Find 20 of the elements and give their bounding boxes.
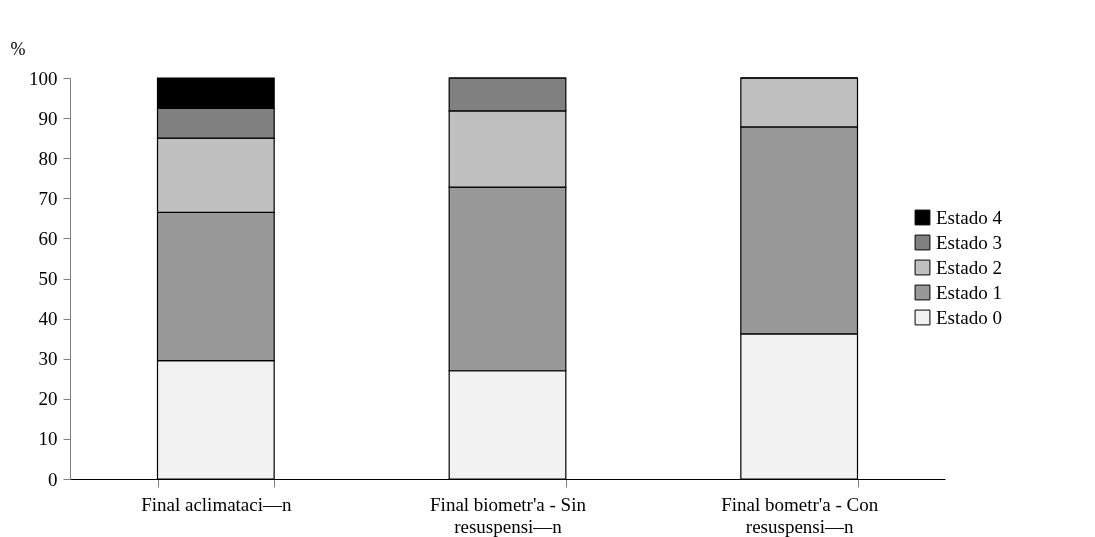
x-tick-label: Final biometr'a - Sin resuspensi—n bbox=[430, 493, 587, 537]
y-tick-label: 20 bbox=[38, 388, 58, 410]
y-axis-title: % bbox=[10, 38, 26, 59]
legend-label: Estado 3 bbox=[936, 231, 1002, 253]
y-tick-label: 80 bbox=[38, 147, 58, 169]
y-tick-label: 0 bbox=[48, 468, 58, 490]
y-tick-label: 40 bbox=[38, 308, 58, 330]
legend-label: Estado 4 bbox=[936, 206, 1003, 228]
y-tick-label: 60 bbox=[38, 227, 58, 249]
legend-label: Estado 2 bbox=[936, 256, 1002, 278]
legend-label: Estado 0 bbox=[936, 306, 1002, 328]
y-tick-label: 100 bbox=[29, 67, 58, 89]
legend-label: Estado 1 bbox=[936, 281, 1002, 303]
y-tick-label: 30 bbox=[38, 348, 58, 370]
y-tick-label: 50 bbox=[38, 268, 58, 289]
x-tick-label: Final aclimataci—n bbox=[141, 493, 293, 515]
y-tick-label: 10 bbox=[38, 428, 58, 450]
y-tick-label: 90 bbox=[38, 107, 58, 129]
x-tick-label: Final bometr'a - Con resuspensi—n bbox=[721, 493, 879, 537]
y-tick-label: 70 bbox=[38, 187, 58, 209]
